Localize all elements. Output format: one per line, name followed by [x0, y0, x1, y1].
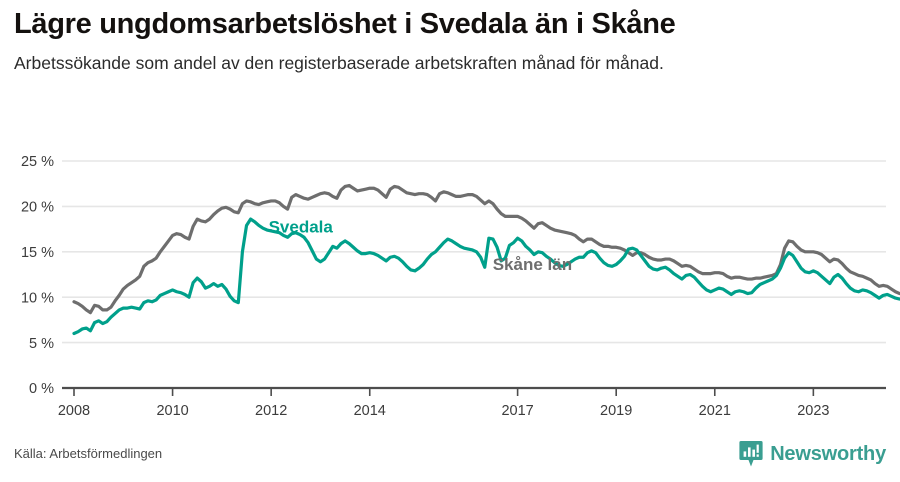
y-axis-tick-label: 20 %: [21, 200, 54, 216]
chart-plot-area: 0 % 5 % 10 % 15 % 20 % 25 % 2008 2010 2012 2014 2…: [0, 134, 900, 434]
series-label: Svedala: [269, 218, 334, 237]
chart-y-axis-ticks: 0 % 5 % 10 % 15 % 20 % 25 %: [21, 154, 54, 397]
x-axis-tick-label: 2010: [156, 403, 188, 419]
x-axis-tick-label: 2019: [600, 403, 632, 419]
y-axis-tick-label: 25 %: [21, 154, 54, 170]
series-line: [72, 183, 900, 315]
page-subtitle: Arbetssökande som andel av den registerb…: [14, 53, 664, 74]
bar-chart-pin-icon: [739, 441, 763, 467]
brand-logo: Newsworthy: [739, 440, 886, 468]
y-axis-tick-label: 5 %: [29, 336, 54, 352]
x-axis-tick-label: 2017: [501, 403, 533, 419]
chart-x-axis: 2008 2010 2012 2014 2017 2019 2021 2023: [58, 386, 886, 419]
line-chart-svg: 0 %5 %10 %15 %20 %25 % 2008 2010 2012 2014 2…: [21, 154, 900, 419]
x-axis-tick-label: 2014: [354, 403, 386, 419]
chart-series-labels: Skåne län Svedala: [269, 218, 572, 274]
x-axis-tick-label: 2023: [797, 403, 829, 419]
brand-name: Newsworthy: [770, 442, 886, 465]
series-line: [72, 217, 900, 336]
y-axis-tick-label: 15 %: [21, 245, 54, 261]
y-axis-tick-label: 10 %: [21, 290, 54, 306]
chart-page: Lägre ungdomsarbetslöshet i Svedala än i…: [0, 8, 900, 482]
source-credit: Källa: Arbetsförmedlingen: [14, 446, 163, 461]
series-label: Skåne län: [493, 255, 572, 274]
x-axis-tick-label: 2008: [58, 403, 90, 419]
chart-footer: Källa: Arbetsförmedlingen Newsworthy: [14, 440, 886, 470]
y-axis-tick-label: 0 %: [29, 381, 54, 397]
chart-series-lines: [72, 183, 900, 336]
page-title: Lägre ungdomsarbetslöshet i Svedala än i…: [14, 8, 676, 40]
x-axis-tick-label: 2012: [255, 403, 287, 419]
x-axis-tick-label: 2021: [699, 403, 731, 419]
